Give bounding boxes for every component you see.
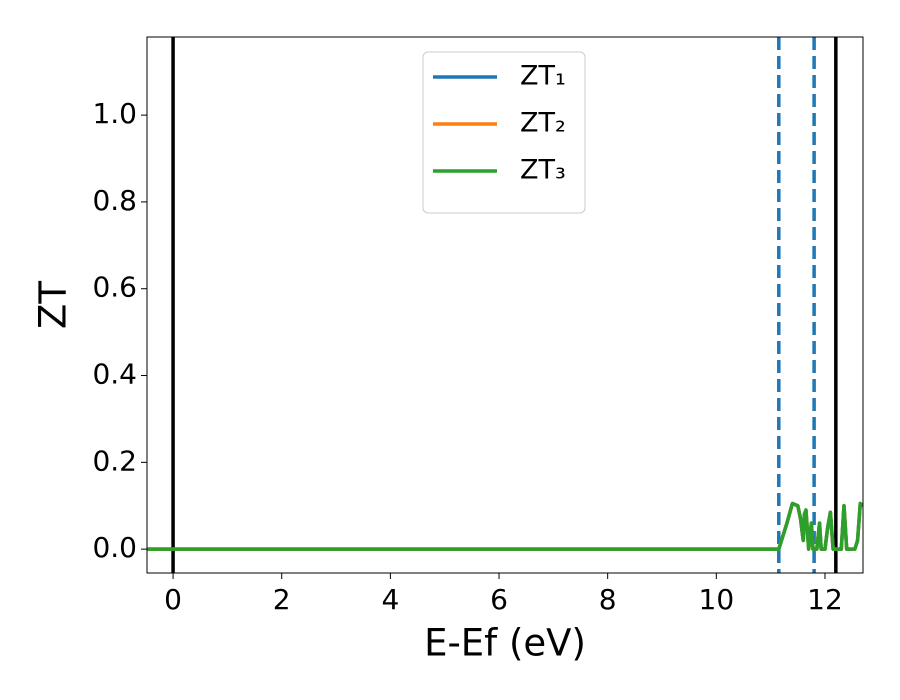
legend-label: ZT₁: [520, 61, 566, 92]
y-tick-label: 0.6: [92, 271, 137, 304]
plot-frame: [146, 36, 864, 574]
plot-area: [147, 37, 863, 573]
y-axis-label: ZT: [32, 281, 75, 329]
y-tick-label: 0.2: [92, 444, 137, 477]
legend: ZT₁ ZT₂ ZT₃: [422, 51, 586, 214]
x-tick-label: 8: [599, 583, 617, 616]
x-tick-label: 12: [807, 583, 843, 616]
y-tick-label: 0.4: [92, 358, 137, 391]
x-tick-label: 4: [381, 583, 399, 616]
legend-label: ZT₃: [520, 155, 566, 186]
series-line: [147, 501, 863, 551]
legend-label: ZT₂: [520, 108, 566, 139]
y-tick-label: 0.8: [92, 184, 137, 217]
y-tick-label: 0.0: [92, 531, 137, 564]
x-tick-label: 10: [699, 583, 735, 616]
x-tick-label: 0: [164, 583, 182, 616]
y-tick-label: 1.0: [92, 97, 137, 130]
x-axis-label: E-Ef (eV): [424, 622, 586, 665]
x-tick-label: 6: [490, 583, 508, 616]
x-tick-label: 2: [273, 583, 291, 616]
